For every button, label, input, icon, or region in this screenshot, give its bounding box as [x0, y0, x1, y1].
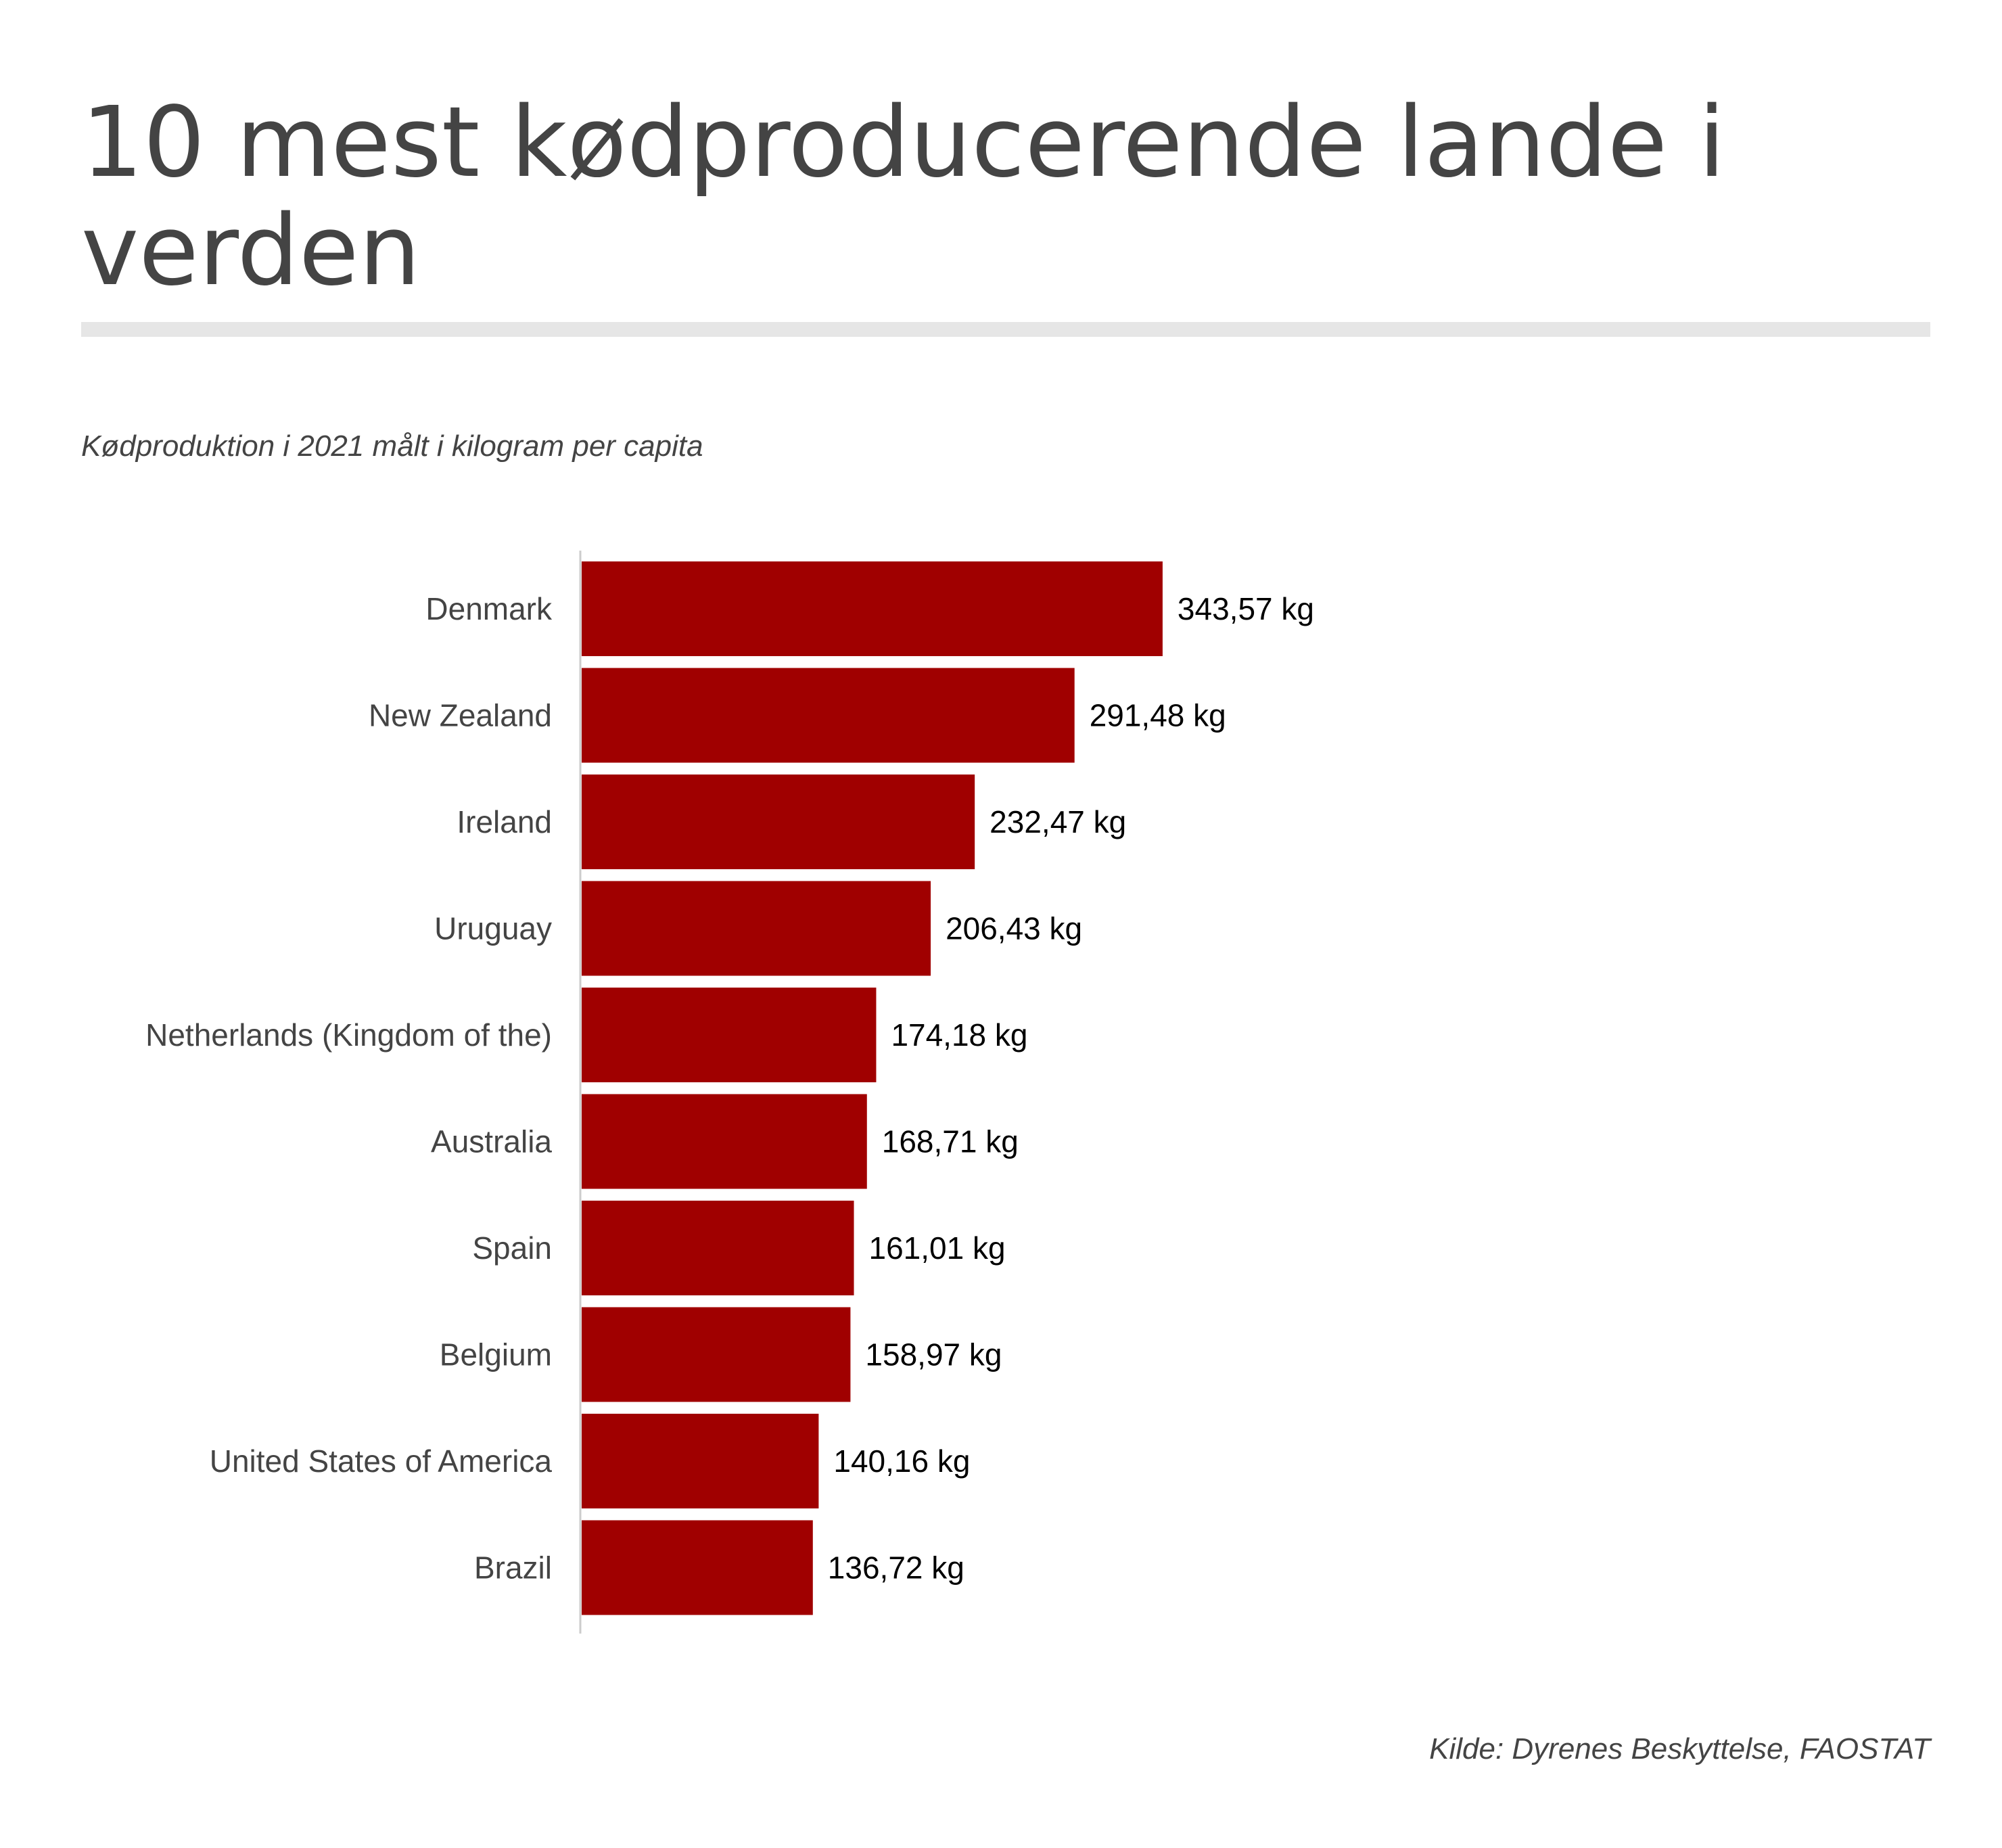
category-label-0: Denmark: [425, 591, 553, 626]
bar-2: [582, 775, 975, 869]
category-label-1: New Zealand: [369, 698, 552, 733]
source-note: Kilde: Dyrenes Beskyttelse, FAOSTAT: [1429, 1732, 1930, 1765]
value-label-8: 140,16 kg: [833, 1443, 970, 1479]
bar-1: [582, 668, 1075, 763]
title-divider: [81, 322, 1930, 337]
value-label-3: 206,43 kg: [946, 911, 1082, 946]
chart-subtitle: Kødproduktion i 2021 målt i kilogram per…: [81, 430, 703, 463]
bar-6: [582, 1201, 854, 1295]
value-label-9: 136,72 kg: [828, 1550, 964, 1586]
category-label-6: Spain: [472, 1230, 552, 1266]
value-label-1: 291,48 kg: [1090, 698, 1226, 733]
value-label-0: 343,57 kg: [1178, 591, 1314, 626]
category-label-5: Australia: [431, 1124, 552, 1159]
category-label-2: Ireland: [457, 804, 552, 839]
chart-title: 10 mest kødproducerende lande i verden: [81, 85, 1725, 307]
bar-7: [582, 1307, 851, 1402]
value-label-7: 158,97 kg: [865, 1337, 1002, 1372]
bar-9: [582, 1520, 813, 1615]
category-label-7: Belgium: [440, 1337, 552, 1372]
bar-8: [582, 1414, 819, 1508]
value-label-4: 174,18 kg: [891, 1017, 1027, 1053]
category-label-9: Brazil: [474, 1550, 552, 1586]
bar-4: [582, 988, 877, 1082]
value-label-6: 161,01 kg: [869, 1230, 1006, 1266]
bar-3: [582, 881, 931, 976]
bar-5: [582, 1094, 867, 1189]
bar-0: [582, 561, 1163, 656]
category-label-3: Uruguay: [434, 911, 552, 946]
category-label-4: Netherlands (Kingdom of the): [145, 1017, 552, 1053]
value-label-2: 232,47 kg: [990, 804, 1126, 839]
category-label-8: United States of America: [210, 1443, 553, 1479]
value-label-5: 168,71 kg: [882, 1124, 1019, 1159]
